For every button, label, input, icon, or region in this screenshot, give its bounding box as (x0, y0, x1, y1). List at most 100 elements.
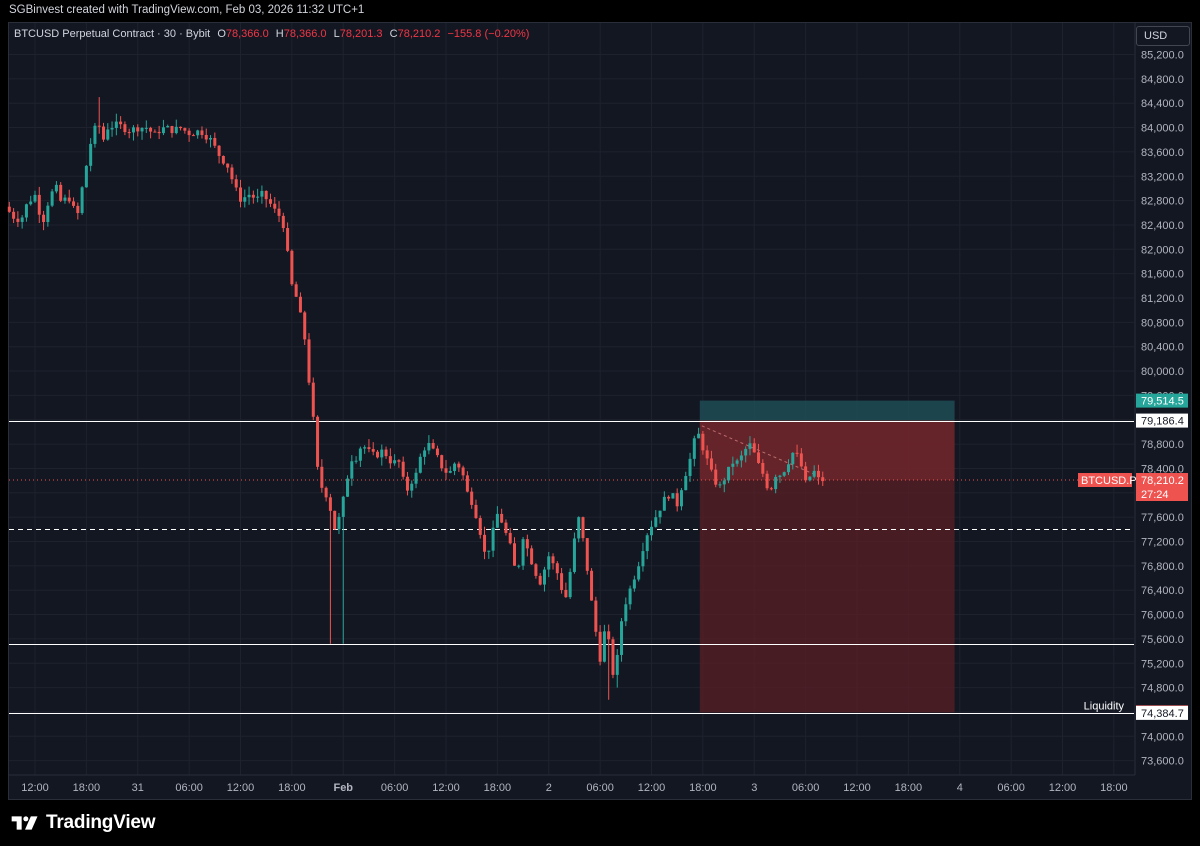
candle-body (354, 460, 358, 462)
price-tick: 81,200.0 (1141, 293, 1184, 305)
candle-body (337, 516, 341, 530)
candle-body (774, 476, 778, 490)
candle-body (316, 416, 320, 467)
open-value: 78,366.0 (225, 28, 269, 40)
position-zones[interactable] (699, 400, 955, 713)
candle-body (213, 137, 217, 146)
price-tick: 78,800.0 (1141, 439, 1184, 451)
time-tick: 2 (546, 782, 552, 794)
candle-body (256, 196, 260, 198)
countdown-label: 27:24 (1141, 489, 1169, 501)
candle-body (530, 548, 534, 565)
candle-body (328, 497, 332, 511)
candle-body (572, 538, 576, 572)
time-tick: 12:00 (1049, 782, 1077, 794)
candle-body (350, 461, 354, 479)
candle-body (607, 631, 611, 640)
grid (9, 23, 1134, 775)
candle-body (324, 487, 328, 498)
price-tick: 80,400.0 (1141, 342, 1184, 354)
time-tick: Feb (333, 782, 353, 794)
candle-body (110, 127, 114, 130)
time-tick: 18:00 (73, 782, 101, 794)
symbol-title[interactable]: BTCUSD Perpetual Contract · 30 · Bybit (14, 28, 211, 40)
candle-body (508, 532, 512, 544)
candle-body (534, 564, 538, 576)
candle-body (594, 600, 598, 632)
candle-body (538, 575, 542, 585)
candle-body (67, 197, 71, 202)
candle-body (405, 476, 409, 491)
candle-body (448, 470, 452, 473)
candle-body (453, 463, 457, 471)
candle-body (80, 187, 84, 214)
candle-body (748, 443, 752, 449)
candle-body (735, 460, 739, 464)
candle-body (174, 126, 178, 134)
candle-body (114, 121, 118, 128)
candle-body (675, 493, 679, 507)
price-tick: 84,400.0 (1141, 98, 1184, 110)
candle-body (358, 448, 362, 461)
time-axis[interactable]: 12:00 18:00 31 06:00 12:00 18:00 Feb 06:00 12:00… (9, 774, 1135, 794)
stop-price-label-bg (1136, 393, 1188, 408)
candle-body (542, 569, 546, 585)
time-tick: 12:00 (227, 782, 255, 794)
horizontal-levels[interactable]: Liquidity (9, 421, 1134, 714)
candle-body (144, 127, 148, 129)
candle-body (84, 165, 88, 188)
candle-body (709, 458, 713, 470)
candle-body (628, 588, 632, 605)
candle-body (778, 475, 782, 477)
candle-body (298, 296, 302, 313)
candle-body (170, 126, 174, 134)
candle-body (12, 211, 16, 219)
candle-body (119, 121, 123, 125)
price-tick: 85,200.0 (1141, 50, 1184, 62)
candle-body (679, 490, 683, 507)
candle-body (264, 190, 268, 200)
candle-body (816, 470, 820, 478)
candle-body (320, 466, 324, 488)
currency-button[interactable]: USD (1136, 26, 1190, 46)
candle-body (714, 469, 718, 485)
candle-body (346, 478, 350, 497)
candle-body (42, 214, 46, 223)
candle-body (50, 191, 54, 206)
candle-body (136, 127, 140, 132)
candle-body (688, 458, 692, 476)
candle-body (179, 126, 183, 129)
candle-body (97, 125, 101, 127)
price-tick: 76,800.0 (1141, 561, 1184, 573)
candle-body (33, 194, 37, 202)
candle-body (547, 556, 551, 570)
stop-zone[interactable] (699, 400, 955, 421)
candle-body (333, 510, 337, 530)
candle-body (127, 132, 131, 134)
candle-body (791, 452, 795, 465)
candle-body (341, 496, 345, 517)
candle-body (757, 452, 761, 463)
candle-body (196, 130, 200, 136)
candle-body (684, 475, 688, 491)
price-tick: 77,600.0 (1141, 512, 1184, 524)
candle-body (307, 339, 311, 383)
candle-body (602, 631, 606, 662)
candle-body (72, 201, 76, 206)
low-value: 78,201.3 (339, 28, 383, 40)
open-pnl-zone (699, 420, 955, 481)
candle-body (744, 448, 748, 456)
candle-body (752, 443, 756, 453)
candle-body (217, 145, 221, 156)
candle-body (620, 621, 624, 655)
symbol-tag-bg (1078, 473, 1132, 488)
candle-body (294, 284, 298, 297)
candle-body (367, 447, 371, 450)
price-labels: 79,514.579,186.474,392.974,384.778,210.2… (1078, 393, 1188, 720)
stop-price-label: 79,514.5 (1141, 396, 1184, 408)
candle-body (380, 449, 384, 458)
candle-body (667, 496, 671, 499)
candle-body (226, 163, 230, 168)
candle-body (16, 218, 20, 222)
